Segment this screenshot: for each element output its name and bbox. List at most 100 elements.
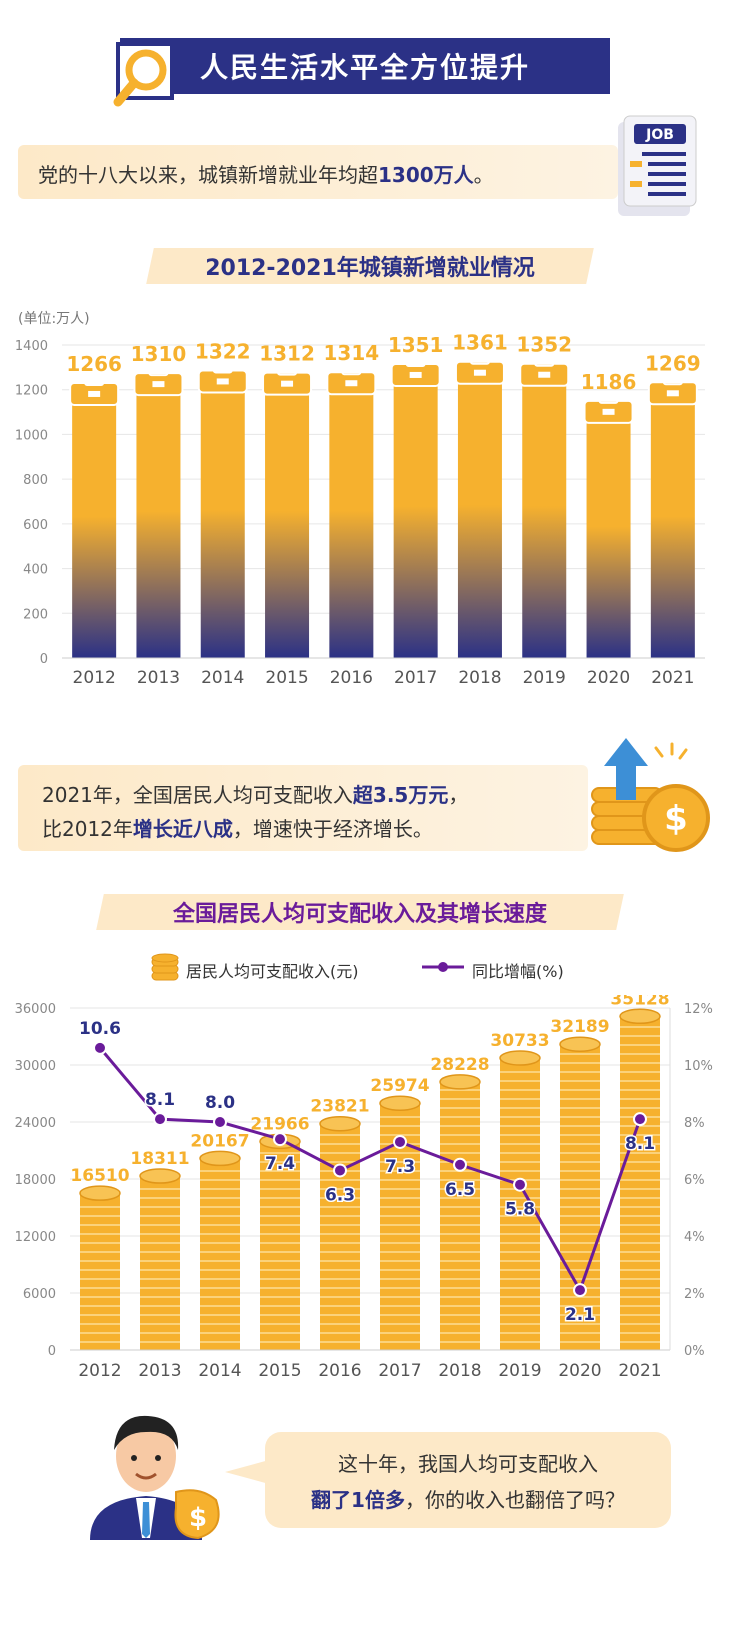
x-tick-label: 2014 [198,1361,241,1381]
coin-top [319,1115,361,1132]
y-tick-label: 1400 [15,339,48,354]
bar [265,390,310,658]
briefcase-clasp [216,378,229,385]
y-left-tick-label: 36000 [15,1002,56,1017]
bar-value-label: 1266 [66,352,122,376]
x-tick-label: 2020 [587,668,630,688]
briefcase-handle [212,363,233,374]
briefcase-handle [534,356,555,367]
y-tick-label: 200 [23,607,48,622]
bar-value-label: 1269 [645,351,701,375]
y-right-tick-label: 2% [684,1287,705,1302]
note-text-end: 。 [473,163,494,187]
x-tick-label: 2019 [523,668,566,688]
employment-note: 党的十八大以来，城镇新增就业年均超1300万人。 [18,145,618,199]
employment-bar-chart: 1266 1310 1322 1312 1314 1351 1361 1352 1186 1269… [15,331,705,688]
coin-top [199,1150,241,1167]
bar-value-label: 1186 [581,370,637,394]
coin-bar [200,1158,240,1350]
x-tick-label: 2013 [138,1361,181,1381]
briefcase-handle [148,366,169,377]
briefcase-clasp [602,408,615,415]
chart2-legend: 居民人均可支配收入(元) 同比增幅(%) [150,952,610,982]
x-tick-label: 2013 [137,668,180,688]
y-right-tick-label: 6% [684,1173,705,1188]
income-note: 2021年，全国居民人均可支配收入超3.5万元， 比2012年增长近八成，增速快… [18,765,588,851]
speech-bubble: 这十年，我国人均可支配收入 翻了1倍多，你的收入也翻倍了吗？ [265,1432,671,1528]
coin-bar [320,1123,360,1350]
coins-growth-icon: $ [591,738,710,852]
briefcase-clasp [473,369,486,376]
growth-value-label: 2.1 [565,1305,595,1325]
bubble-highlight: 翻了1倍多 [311,1488,405,1512]
coin-stack-icon [151,953,179,981]
chart1-unit: (单位:万人) [18,311,90,327]
note2-text2: 比2012年 [42,817,133,841]
growth-value-label: 8.1 [145,1090,175,1110]
income-value-label: 30733 [490,1031,549,1051]
job-badge-text: JOB [645,127,674,143]
growth-value-label: 7.4 [265,1154,295,1174]
income-value-label: 16510 [70,1166,129,1186]
bar-value-label: 1322 [195,339,251,363]
bar [522,381,567,658]
bar [650,400,695,658]
bar [393,381,438,658]
svg-text:$: $ [189,1503,207,1533]
briefcase-clasp [538,371,551,378]
bar [329,390,374,658]
legend-income-label: 居民人均可支配收入(元) [186,962,359,981]
growth-value-label: 7.3 [385,1157,415,1177]
y-tick-label: 1000 [15,428,48,443]
coin-top [439,1074,481,1090]
coin-top [559,1036,601,1052]
growth-point [273,1132,287,1147]
income-value-label: 18311 [130,1149,189,1169]
briefcase-handle [662,375,683,386]
chart2-title: 全国居民人均可支配收入及其增长速度 [172,902,547,927]
x-tick-label: 2016 [318,1361,361,1381]
line-legend-icon [422,962,464,972]
y-tick-label: 800 [23,473,48,488]
x-tick-label: 2021 [618,1361,661,1381]
bubble-tail [225,1460,269,1484]
note-highlight: 1300万人 [378,163,474,187]
briefcase-handle [277,365,298,376]
bar-value-label: 1361 [452,331,508,355]
y-left-tick-label: 0 [48,1344,56,1359]
y-tick-label: 600 [23,518,48,533]
chart1-title: 2012-2021年城镇新增就业情况 [205,256,535,281]
income-value-label: 20167 [190,1131,249,1151]
bar [457,379,502,658]
x-tick-label: 2018 [438,1361,481,1381]
growth-value-label: 6.5 [445,1180,475,1200]
note2-highlight: 超3.5万元 [352,783,449,807]
income-value-label: 23821 [310,1097,369,1117]
briefcase-clasp [152,381,165,388]
growth-value-label: 5.8 [505,1200,535,1220]
note2-highlight2: 增长近八成 [132,817,233,841]
briefcase-clasp [409,371,422,378]
legend-growth-label: 同比增幅(%) [472,962,564,981]
growth-point [93,1040,107,1055]
y-right-tick-label: 8% [684,1116,705,1131]
y-left-tick-label: 12000 [15,1230,56,1245]
income-value-label: 32189 [550,1017,609,1037]
bar-value-label: 1310 [131,342,187,366]
coin-top [619,1008,661,1025]
magnifier-icon [113,42,174,107]
growth-line [98,1046,642,1294]
note-text: 党的十八大以来，城镇新增就业年均超 [38,163,378,187]
page-title: 人民生活水平全方位提升 [200,51,531,84]
income-value-label: 21966 [250,1114,309,1134]
coin-top [79,1185,121,1201]
income-combo-chart: 1651018311201672196623821259742822830733… [15,995,713,1381]
coin-top [139,1168,181,1184]
growth-value-label: 8.0 [205,1093,235,1113]
briefcase-clasp [281,380,294,387]
bar [200,388,245,658]
y-right-tick-label: 12% [684,1002,713,1017]
y-right-tick-label: 0% [684,1344,705,1359]
briefcase-handle [341,365,362,376]
growth-point [153,1112,167,1127]
